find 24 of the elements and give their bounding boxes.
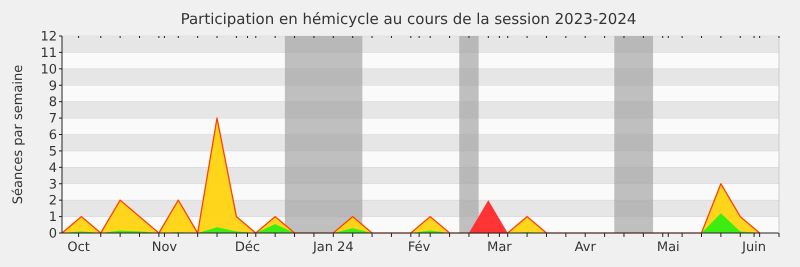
x-tick-label: Juin [741,240,766,255]
x-tick-label: Oct [67,240,90,255]
y-tick-label: 11 [40,46,57,61]
y-tick-label: 12 [40,30,57,45]
x-tick-label: Fév [408,240,431,255]
x-tick-label: Avr [574,240,596,255]
y-tick-label: 3 [48,177,57,192]
y-tick-label: 7 [48,112,57,127]
y-axis-title: Séances par semaine [11,64,26,204]
y-tick-label: 1 [48,210,57,226]
x-tick-label: Jan 24 [312,240,354,255]
x-tick-label: Déc [234,240,260,255]
y-tick-label: 0 [48,226,57,242]
y-tick-label: 8 [48,95,57,110]
y-tick-label: 6 [48,128,57,144]
y-tick-label: 10 [40,62,57,78]
x-tick-label: Nov [152,240,178,255]
y-tick-label: 4 [48,160,57,176]
y-tick-label: 9 [48,78,57,94]
y-tick-label: 2 [48,194,57,209]
y-tick-label: 5 [48,144,57,160]
chart-title: Participation en hémicycle au cours de la session 2023-2024 [180,10,636,28]
x-tick-label: Mai [656,240,680,255]
x-tick-label: Mar [487,240,512,255]
